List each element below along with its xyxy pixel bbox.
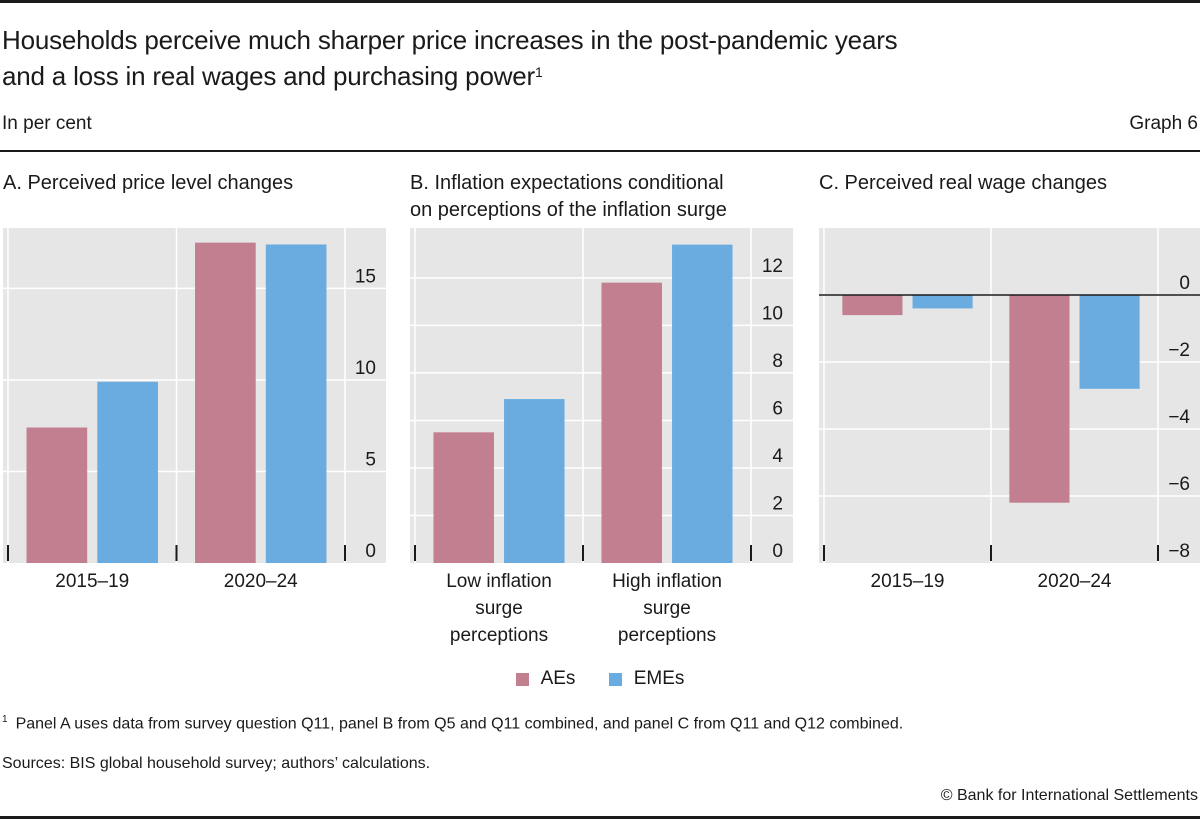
panel-c-ytick-label: −6 bbox=[1168, 474, 1190, 495]
charts-canvas: 0 5 10 15 2015–19 2020–24 0 2 4 6 8 10 12 Low inflati… bbox=[3, 228, 1200, 646]
panel-c-category-label: 2020–24 bbox=[1038, 571, 1112, 592]
panel-a-category-label: 2015–19 bbox=[55, 571, 129, 592]
panel-c-bar-emes bbox=[912, 295, 973, 309]
panel-b-category-label: perceptions bbox=[450, 625, 548, 646]
title-line-1: Households perceive much sharper price i… bbox=[2, 25, 898, 55]
panel-c-title: C. Perceived real wage changes bbox=[819, 172, 1107, 194]
graph-number: Graph 6 bbox=[1129, 113, 1198, 134]
panel-a-bar-emes bbox=[265, 244, 327, 563]
legend: AEs EMEs bbox=[0, 668, 1200, 692]
panel-b-category-label: surge bbox=[643, 598, 691, 619]
bottom-rule bbox=[0, 816, 1200, 819]
footnote-marker: 1 bbox=[2, 714, 8, 725]
panel-a-bar-emes bbox=[97, 381, 158, 563]
title-line-2: and a loss in real wages and purchasing … bbox=[2, 61, 536, 91]
panel-c-ytick-label: −8 bbox=[1168, 541, 1190, 562]
panel-b-ytick-label: 2 bbox=[772, 493, 783, 514]
panel-c-ytick-label: 0 bbox=[1179, 273, 1190, 294]
panel-b-category-label: High inflation bbox=[612, 571, 722, 592]
panel-b-ytick-label: 4 bbox=[772, 446, 783, 467]
panel-b-bar-emes bbox=[672, 244, 733, 563]
chart-title: Households perceive much sharper price i… bbox=[2, 22, 898, 94]
panel-a-ytick-label: 0 bbox=[365, 541, 376, 562]
footnote: 1 Panel A uses data from survey question … bbox=[2, 714, 903, 733]
top-rule bbox=[0, 0, 1200, 3]
legend-label-emes: EMEs bbox=[633, 668, 685, 689]
copyright: © Bank for International Settlements bbox=[940, 787, 1198, 804]
panel-a-bar-aes bbox=[26, 427, 88, 563]
panel-b-ytick-label: 0 bbox=[772, 541, 783, 562]
panel-b-ytick-label: 12 bbox=[762, 256, 783, 277]
panel-b-category-label: perceptions bbox=[618, 625, 716, 646]
panel-a-ytick-label: 5 bbox=[365, 449, 376, 470]
panel-b-ytick-label: 10 bbox=[762, 303, 783, 324]
legend-label-aes: AEs bbox=[540, 668, 576, 689]
sources: Sources: BIS global household survey; au… bbox=[2, 755, 431, 772]
panel-b-category-label: Low inflation bbox=[446, 571, 552, 592]
panel-b-category-label: surge bbox=[475, 598, 523, 619]
legend-swatch-emes bbox=[608, 672, 622, 686]
panel-b-title: B. Inflation expectations conditional on… bbox=[410, 170, 727, 224]
panel-b-bar-aes bbox=[433, 432, 494, 563]
legend-item-emes: EMEs bbox=[608, 668, 685, 690]
panel-c-bar-aes bbox=[1009, 295, 1070, 503]
panel-c-category-label: 2015–19 bbox=[871, 571, 945, 592]
panel-b-bar-aes bbox=[601, 282, 662, 563]
panel-c-ytick-label: −2 bbox=[1168, 340, 1190, 361]
panel-b-title-line-1: B. Inflation expectations conditional bbox=[410, 172, 724, 194]
legend-swatch-aes bbox=[515, 672, 529, 686]
legend-item-aes: AEs bbox=[515, 668, 576, 690]
panel-a-ytick-label: 15 bbox=[355, 266, 376, 287]
header-rule bbox=[0, 150, 1200, 152]
footnote-text: Panel A uses data from survey question Q… bbox=[15, 715, 904, 733]
units-label: In per cent bbox=[2, 113, 92, 134]
panel-c-ytick-label: −4 bbox=[1168, 407, 1190, 428]
panel-c-bar-emes bbox=[1079, 295, 1140, 389]
panel-a-category-label: 2020–24 bbox=[224, 571, 298, 592]
title-footnote-marker: 1 bbox=[535, 64, 543, 80]
panel-c-bar-aes bbox=[842, 295, 903, 316]
panel-b-ytick-label: 8 bbox=[772, 351, 783, 372]
panel-a-bar-aes bbox=[195, 242, 256, 563]
panel-a-title: A. Perceived price level changes bbox=[3, 172, 294, 194]
panel-b-bar-emes bbox=[504, 399, 565, 563]
panel-b-ytick-label: 6 bbox=[772, 398, 783, 419]
panel-b-title-line-2: on perceptions of the inflation surge bbox=[410, 199, 727, 221]
panel-a-ytick-label: 10 bbox=[355, 358, 376, 379]
